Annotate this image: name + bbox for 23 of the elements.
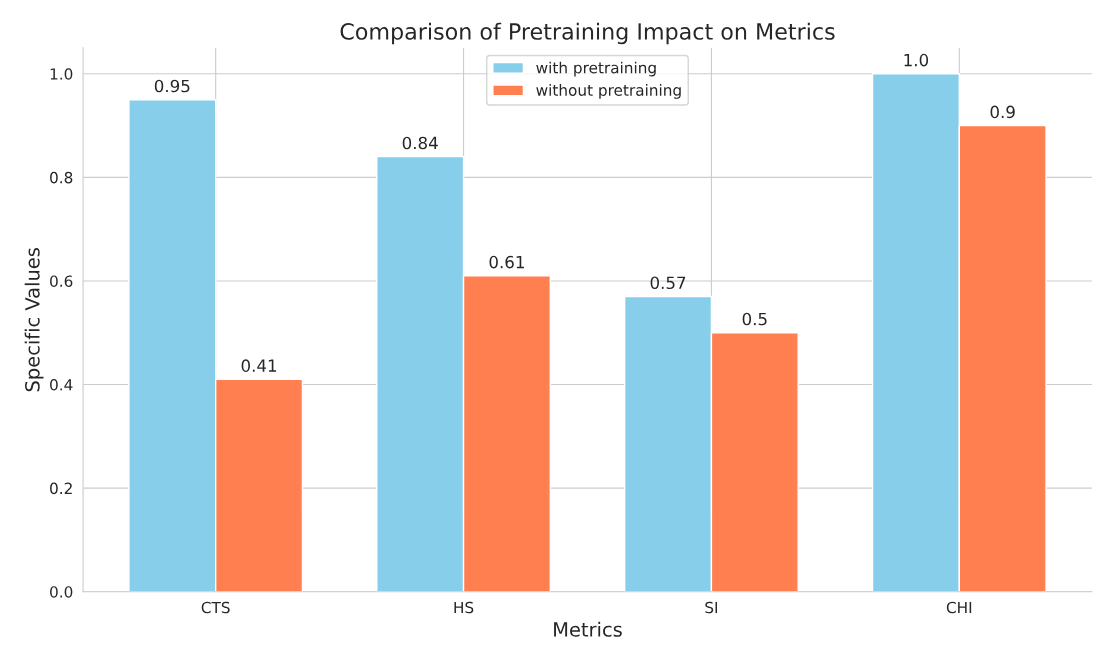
y-tick-label: 0.4 (50, 379, 73, 391)
y-tick-label: 0.8 (50, 171, 73, 184)
data-label: 0.5 (742, 312, 767, 326)
x-tick-label: HS (454, 601, 474, 614)
y-tick-label: 0.6 (50, 275, 73, 287)
legend-label: without pretraining (536, 84, 681, 99)
y-tick-label: 0.0 (50, 586, 73, 598)
data-label: 1.0 (904, 53, 929, 67)
y-tick-label: 1.0 (50, 68, 73, 80)
data-label: 0.57 (650, 276, 686, 290)
y-axis-title: Specific Values (24, 248, 44, 392)
x-tick-label: CHI (946, 601, 972, 614)
x-tick-label: CTS (201, 601, 230, 614)
data-label: 0.95 (154, 79, 190, 93)
chart-title: Comparison of Pretraining Impact on Metrics (340, 22, 835, 45)
data-label: 0.9 (990, 105, 1015, 119)
x-tick-label: SI (705, 601, 718, 614)
legend-label: with pretraining (536, 61, 656, 77)
data-label: 0.41 (241, 359, 277, 372)
x-axis-title: Metrics (554, 621, 622, 637)
data-label: 0.61 (489, 255, 524, 269)
y-tick-label: 0.2 (50, 482, 72, 495)
data-label: 0.84 (402, 136, 438, 150)
